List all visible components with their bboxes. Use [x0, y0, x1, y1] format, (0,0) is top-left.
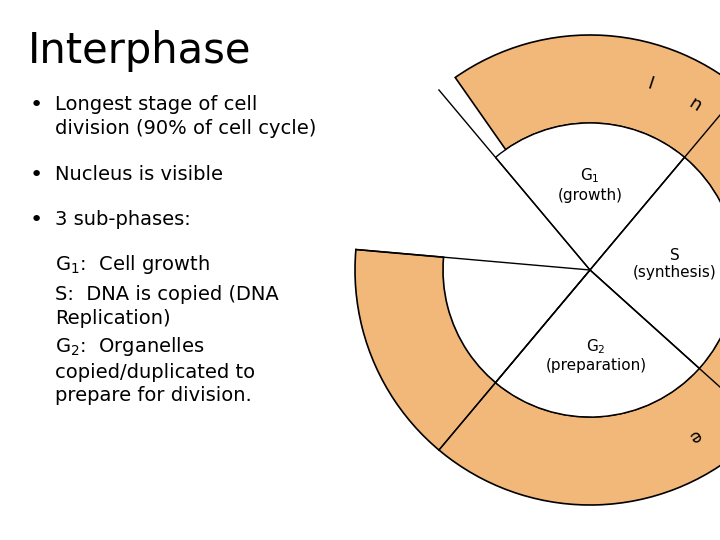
Text: G$_1$:  Cell growth: G$_1$: Cell growth	[55, 253, 210, 276]
Text: I: I	[645, 74, 656, 93]
Wedge shape	[495, 123, 685, 270]
Text: •: •	[30, 165, 43, 185]
Wedge shape	[355, 35, 720, 505]
Text: e: e	[685, 426, 703, 447]
Text: Interphase: Interphase	[28, 30, 251, 72]
Text: 3 sub-phases:: 3 sub-phases:	[55, 210, 191, 229]
Text: •: •	[30, 95, 43, 115]
Text: G$_2$:  Organelles
copied/duplicated to
prepare for division.: G$_2$: Organelles copied/duplicated to p…	[55, 335, 255, 405]
Text: G$_2$
(preparation): G$_2$ (preparation)	[545, 337, 647, 373]
Wedge shape	[495, 270, 699, 417]
Text: G$_1$
(growth): G$_1$ (growth)	[557, 167, 623, 203]
Text: n: n	[685, 94, 705, 115]
Text: S:  DNA is copied (DNA
Replication): S: DNA is copied (DNA Replication)	[55, 285, 279, 327]
Text: S
(synthesis): S (synthesis)	[633, 248, 717, 280]
Wedge shape	[590, 157, 720, 368]
Text: Nucleus is visible: Nucleus is visible	[55, 165, 223, 184]
Text: Longest stage of cell
division (90% of cell cycle): Longest stage of cell division (90% of c…	[55, 95, 316, 138]
Text: •: •	[30, 210, 43, 230]
